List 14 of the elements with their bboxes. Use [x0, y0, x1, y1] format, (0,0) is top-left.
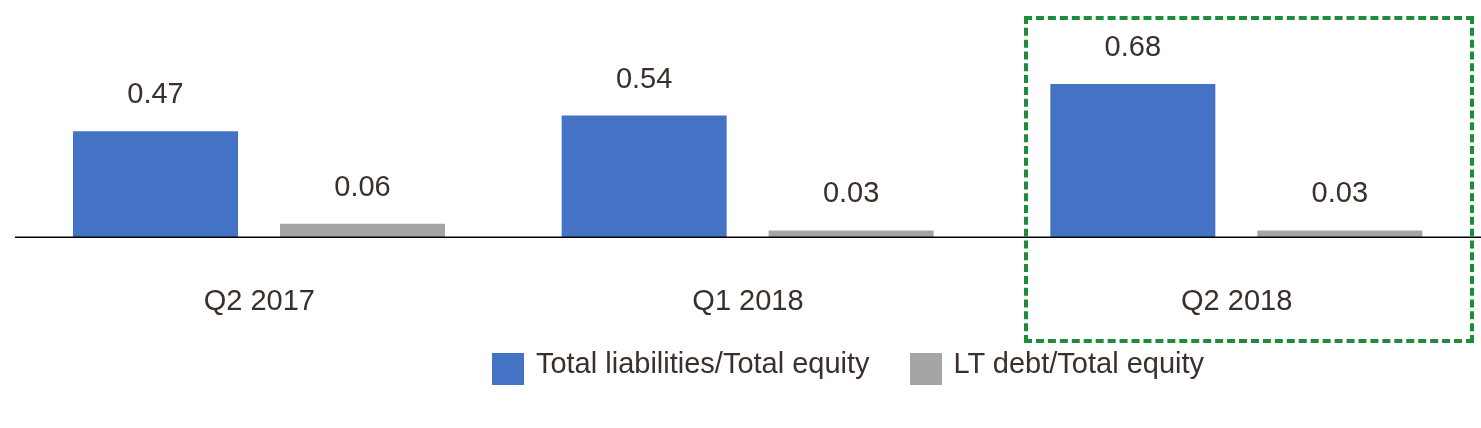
bar — [73, 131, 238, 238]
x-tick-label: Q2 2018 — [1181, 283, 1293, 316]
x-tick-label: Q1 2018 — [692, 283, 804, 316]
x-tick-label: Q2 2017 — [203, 283, 315, 316]
data-label: 0.06 — [334, 169, 391, 202]
data-label: 0.47 — [127, 77, 184, 110]
bar — [561, 115, 727, 238]
data-label: 0.03 — [1311, 176, 1369, 209]
legend-label: LT debt/Total equity — [953, 347, 1205, 380]
data-label: 0.03 — [822, 176, 880, 209]
legend-label: Total liabilities/Total equity — [535, 347, 870, 380]
bar — [1050, 84, 1216, 238]
data-label: 0.54 — [615, 61, 673, 94]
data-label: 0.68 — [1104, 30, 1162, 62]
